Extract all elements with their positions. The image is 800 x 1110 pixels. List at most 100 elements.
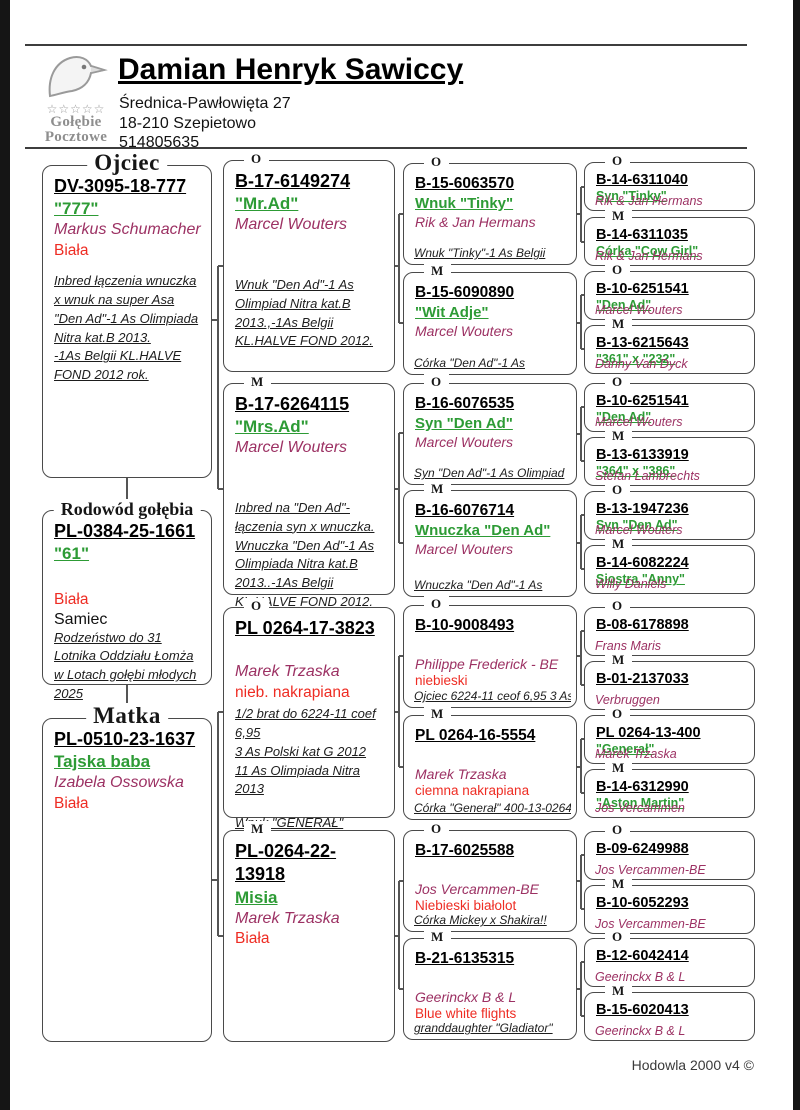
box-label: Ojciec	[87, 150, 167, 176]
header-bottom-rule	[25, 147, 747, 149]
ring-number: PL 0264-13-400	[596, 725, 701, 741]
pigeon-name: "Wit Adje"	[415, 303, 489, 321]
breeder-name: Marcel Wouters	[595, 303, 683, 317]
breeder-name: Marcel Wouters	[415, 322, 514, 339]
page-edge-left	[0, 0, 10, 1110]
box-g3-4: M B-16-6076714 Wnuczka "Den Ad" Marcel W…	[403, 481, 577, 597]
breeder-name: Jos Vercammen-BE	[595, 863, 706, 877]
pigeon-name	[415, 862, 567, 880]
ring-number: B-14-6311035	[596, 227, 688, 243]
sex-label: O	[605, 598, 631, 614]
sex-label: M	[605, 876, 633, 892]
breeder-name: Jos Vercammen-BE	[595, 917, 706, 931]
breeder-name: Geerinckx B & L	[415, 988, 517, 1005]
pigeon-name: "777"	[54, 199, 99, 219]
box-g4-8: M B-14-6082224 Siostra "Anny" Willy Dani…	[584, 536, 755, 594]
pigeon-name	[415, 747, 567, 765]
pigeon-name: "361" x "232"	[596, 352, 676, 367]
description: Ojciec 6224-11 ceof 6,95 3 As	[414, 690, 571, 704]
breeder-name: Marcel Wouters	[415, 433, 514, 450]
sex-label: O	[605, 706, 631, 722]
sex-label: O	[424, 596, 450, 612]
breeder-name: Jos Vercammen-BE	[415, 880, 539, 897]
ring-number: B-01-2137033	[596, 671, 689, 687]
box-g2-father-father: O B-17-6149274 "Mr.Ad" Marcel Wouters Wn…	[223, 151, 395, 372]
sex-label: O	[605, 374, 631, 390]
ring-number: PL-0384-25-1661	[54, 521, 196, 541]
ring-number: B-16-6076535	[415, 395, 515, 412]
breeder-name: Marek Trzaska	[235, 663, 340, 681]
ring-number: B-10-6251541	[596, 393, 689, 409]
box-father: Ojciec DV-3095-18-777 "777" Markus Schum…	[42, 150, 212, 478]
sex-label: O	[605, 262, 631, 278]
sex-label: O	[605, 153, 631, 169]
box-g3-1: O B-15-6063570 Wnuk "Tinky" Rik & Jan He…	[403, 154, 577, 265]
breeder-name: Marcel Wouters	[595, 523, 683, 537]
breeder-name: Verbruggen	[595, 693, 660, 707]
breeder-name: Jos Vercammen	[595, 801, 685, 815]
breeder-title: Damian Henryk Sawiccy	[118, 53, 464, 86]
breeder-name: Geerinckx B & L	[595, 1024, 686, 1038]
sex-label: O	[424, 154, 450, 170]
breeder-name: Marek Trzaska	[235, 909, 340, 927]
description: 1/2 brat do 6224-11 coef 6,95 3 As Polsk…	[235, 706, 376, 797]
box-g4-9: O B-08-6178898 Frans Maris	[584, 598, 755, 656]
breeder-name: Stefan Lambrechts	[595, 469, 700, 483]
sex-label: M	[605, 428, 633, 444]
pigeon-name: Córka "Cow Girl"	[596, 244, 699, 259]
box-g4-3: O B-10-6251541 "Den Ad" Marcel Wouters	[584, 262, 755, 320]
description: Córka Mickey x Shakira!!	[414, 914, 547, 928]
breeder-name: Marcel Wouters	[235, 439, 348, 457]
description: Syn "Den Ad"-1 As Olimpiad	[414, 467, 565, 481]
sex-label: M	[244, 821, 272, 837]
box-g4-2: M B-14-6311035 Córka "Cow Girl" Rik & Ja…	[584, 208, 755, 266]
ring-number: B-17-6149274	[235, 171, 351, 191]
breeder-name: Marek Trzaska	[595, 747, 677, 761]
sex-label: O	[605, 482, 631, 498]
pigeon-name: Wnuczka "Den Ad"	[415, 521, 551, 539]
sex-label: M	[605, 536, 633, 552]
box-g3-7: O B-17-6025588 Jos Vercammen-BE Niebiesk…	[403, 821, 577, 932]
pigeon-head-icon	[48, 56, 108, 98]
pigeon-name: Siostra "Anny"	[596, 572, 685, 587]
pigeon-name: "Mrs.Ad"	[235, 417, 309, 437]
ring-number: B-14-6082224	[596, 555, 689, 571]
pigeon-name: "61"	[54, 544, 90, 564]
sex-label: O	[605, 822, 631, 838]
pigeon-name	[235, 640, 385, 662]
pigeon-name: "Mr.Ad"	[235, 194, 299, 214]
description: Rodzeństwo do 31 Lotnika Oddziału Łomża …	[54, 629, 197, 702]
description: Inbred łączenia wnuczka x wnuk na super …	[54, 273, 199, 383]
color-label: Biała	[54, 241, 89, 259]
sex-label: O	[424, 821, 450, 837]
box-g4-5: O B-10-6251541 "Den Ad" Marcel Wouters	[584, 374, 755, 432]
box-label: Matka	[86, 703, 168, 729]
box-g3-3: O B-16-6076535 Syn "Den Ad" Marcel Woute…	[403, 374, 577, 485]
ring-number: B-13-6133919	[596, 447, 689, 463]
address-line1: Średnica-Pawłowięta 27	[119, 95, 291, 112]
sex-label: M	[605, 760, 633, 776]
box-g4-1: O B-14-6311040 Syn "Tinky" Rik & Jan Her…	[584, 153, 755, 211]
sex-label: M	[605, 652, 633, 668]
page-edge-right	[793, 0, 800, 1110]
ring-number: B-09-6249988	[596, 841, 689, 857]
pigeon-name: "364" x "386"	[596, 464, 676, 479]
color-label: ciemna nakrapiana	[415, 782, 530, 798]
description: Inbred na "Den Ad"-łączenia syn x wnuczk…	[235, 499, 375, 610]
pigeon-name: Tajska baba	[54, 752, 151, 772]
club-logo: ☆☆☆☆☆ Gołębie Pocztowe	[36, 52, 116, 146]
ring-number: B-21-6135315	[415, 950, 515, 967]
box-g4-7: O B-13-1947236 Syn "Den Ad" Marcel Woute…	[584, 482, 755, 540]
sex-label: O	[244, 598, 270, 614]
ring-number: B-16-6076714	[415, 502, 515, 519]
ring-number: B-15-6020413	[596, 1002, 689, 1018]
breeder-name: Marcel Wouters	[415, 540, 514, 557]
ring-number: DV-3095-18-777	[54, 176, 187, 196]
description: Wnuk "Tinky"-1 As Belgii	[414, 247, 546, 261]
color-label: Biała	[54, 794, 89, 812]
description: granddaughter "Gladiator"	[414, 1022, 553, 1036]
box-g4-14: M B-10-6052293 Jos Vercammen-BE	[584, 876, 755, 934]
ring-number: B-08-6178898	[596, 617, 689, 633]
breeder-name: Markus Schumacher	[54, 221, 201, 239]
sex-label: O	[424, 374, 450, 390]
